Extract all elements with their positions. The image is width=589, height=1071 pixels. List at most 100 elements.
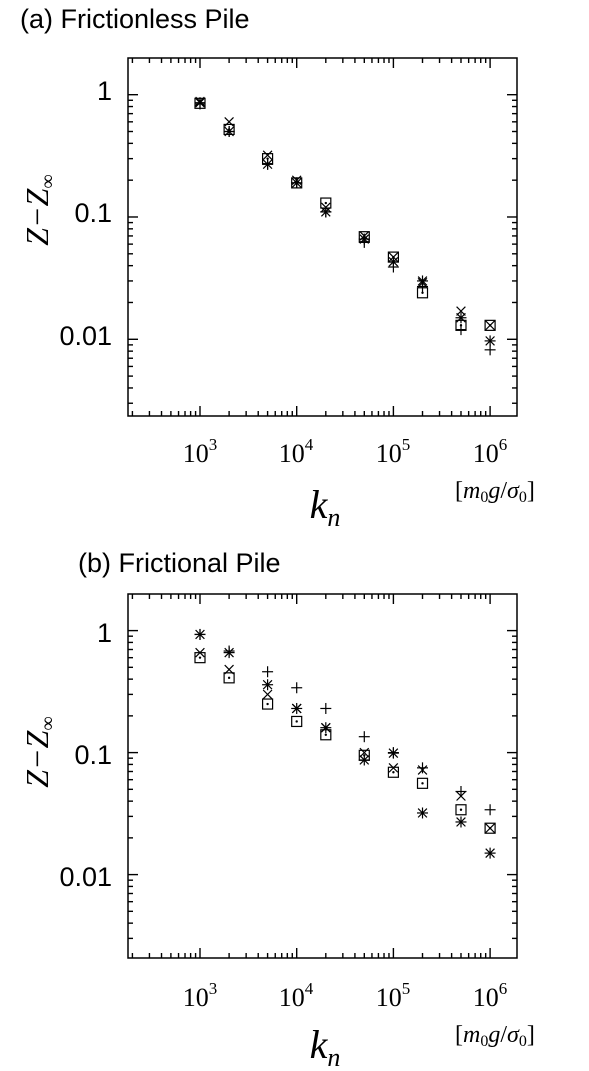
y-tick-label: 0.01 <box>59 321 112 351</box>
data-point-plus <box>417 762 429 774</box>
data-point-dot <box>459 324 463 327</box>
x-axis-label: kn <box>310 482 341 532</box>
x-tick-label: 106 <box>473 435 508 468</box>
data-point-square <box>223 123 235 136</box>
data-point-square <box>387 766 399 778</box>
data-points <box>194 628 496 859</box>
x-tick-label: 104 <box>279 435 314 468</box>
data-point-square <box>320 729 332 741</box>
data-point-cross <box>417 765 428 775</box>
x-tick-label: 103 <box>183 979 218 1012</box>
x-tick-labels: 103 104 105 106 <box>183 435 508 468</box>
data-point-star <box>262 679 274 691</box>
x-tick-label: 104 <box>279 979 314 1012</box>
data-point-star <box>223 647 235 659</box>
data-point-star <box>358 233 370 245</box>
x-axis-label: kn <box>310 1022 341 1071</box>
data-point-star <box>291 702 303 714</box>
x-axis-unit: [m0g/σ0] <box>455 478 535 506</box>
data-point-star <box>387 747 399 759</box>
y-tick-label: 0.01 <box>59 862 112 892</box>
data-point-dot <box>363 754 366 757</box>
data-point-dot <box>324 201 328 205</box>
data-point-dot <box>295 720 298 723</box>
data-point-dot <box>295 181 298 185</box>
data-point-star <box>223 126 235 138</box>
axis-ticks <box>128 594 517 958</box>
chart-title: (b) Frictional Pile <box>78 548 281 578</box>
y-axis-label-main: Z−Z <box>19 729 55 787</box>
y-tick-labels: 1 0.1 0.01 <box>59 76 112 351</box>
data-point-dot <box>488 324 492 327</box>
data-point-dot <box>227 676 231 680</box>
plot-frame <box>127 57 518 417</box>
data-point-star <box>417 807 429 819</box>
data-point-dot <box>421 291 424 294</box>
plot-frame <box>127 593 518 959</box>
data-point-star <box>194 628 206 640</box>
data-point-star <box>484 335 496 347</box>
data-point-square <box>291 715 303 728</box>
data-point-star <box>320 722 332 734</box>
data-points <box>194 96 496 356</box>
data-point-dot <box>392 771 395 774</box>
axis-ticks <box>128 58 517 416</box>
data-point-cross <box>262 150 273 161</box>
data-point-dot <box>324 733 328 736</box>
y-axis-label-sub: ∞ <box>37 174 59 188</box>
data-point-square <box>194 652 206 664</box>
data-point-plus <box>320 702 332 714</box>
data-point-cross <box>456 791 466 801</box>
y-axis-label: Z−Z∞ <box>19 174 59 245</box>
y-axis-label-sub: ∞ <box>37 716 59 730</box>
x-axis-unit: [m0g/σ0] <box>455 1022 535 1050</box>
data-point-square <box>484 319 496 331</box>
data-point-star <box>455 312 467 324</box>
data-point-square <box>194 97 206 109</box>
data-point-star <box>455 816 467 828</box>
data-point-dot <box>198 656 202 659</box>
data-point-dot <box>227 128 231 131</box>
x-tick-labels: 103 104 105 106 <box>183 979 508 1012</box>
data-point-cross <box>359 747 370 758</box>
data-point-dot <box>488 827 492 830</box>
y-axis-label-main: Z−Z <box>19 187 55 245</box>
data-point-dot <box>266 157 269 160</box>
data-point-square <box>358 749 370 761</box>
x-tick-label: 105 <box>376 435 411 468</box>
data-point-square <box>416 287 429 299</box>
data-point-square <box>291 177 303 189</box>
x-tick-label: 105 <box>376 979 411 1012</box>
data-point-dot <box>363 235 366 238</box>
data-point-square <box>484 822 496 834</box>
data-point-dot <box>421 782 424 785</box>
y-tick-label: 1 <box>97 618 112 648</box>
data-point-square <box>261 153 274 165</box>
data-point-square <box>261 698 274 710</box>
data-point-dot <box>198 102 202 105</box>
y-tick-label: 1 <box>97 76 112 106</box>
data-point-cross <box>262 689 273 700</box>
data-point-dot <box>266 702 269 706</box>
data-point-square <box>455 804 467 816</box>
data-point-square <box>455 319 467 331</box>
data-point-star <box>320 206 332 218</box>
data-point-square <box>320 197 332 209</box>
data-point-star <box>417 275 429 287</box>
data-point-plus <box>358 731 370 743</box>
data-point-square <box>358 231 370 243</box>
data-point-plus <box>291 682 303 694</box>
data-point-star <box>484 847 496 859</box>
data-point-square <box>416 777 429 789</box>
x-tick-label: 103 <box>183 435 218 468</box>
data-point-dot <box>392 255 395 259</box>
data-point-square <box>223 672 235 684</box>
y-tick-labels: 1 0.1 0.01 <box>59 618 112 892</box>
y-axis-label: Z−Z∞ <box>19 716 59 787</box>
y-tick-label: 0.1 <box>74 740 112 770</box>
panel-frictional: (b) Frictional Pile Z−Z∞ 1 0.1 0.01 103 … <box>19 548 535 1071</box>
data-point-dot <box>459 808 463 811</box>
chart-title: (a) Frictionless Pile <box>20 4 250 34</box>
data-point-plus <box>455 785 467 797</box>
